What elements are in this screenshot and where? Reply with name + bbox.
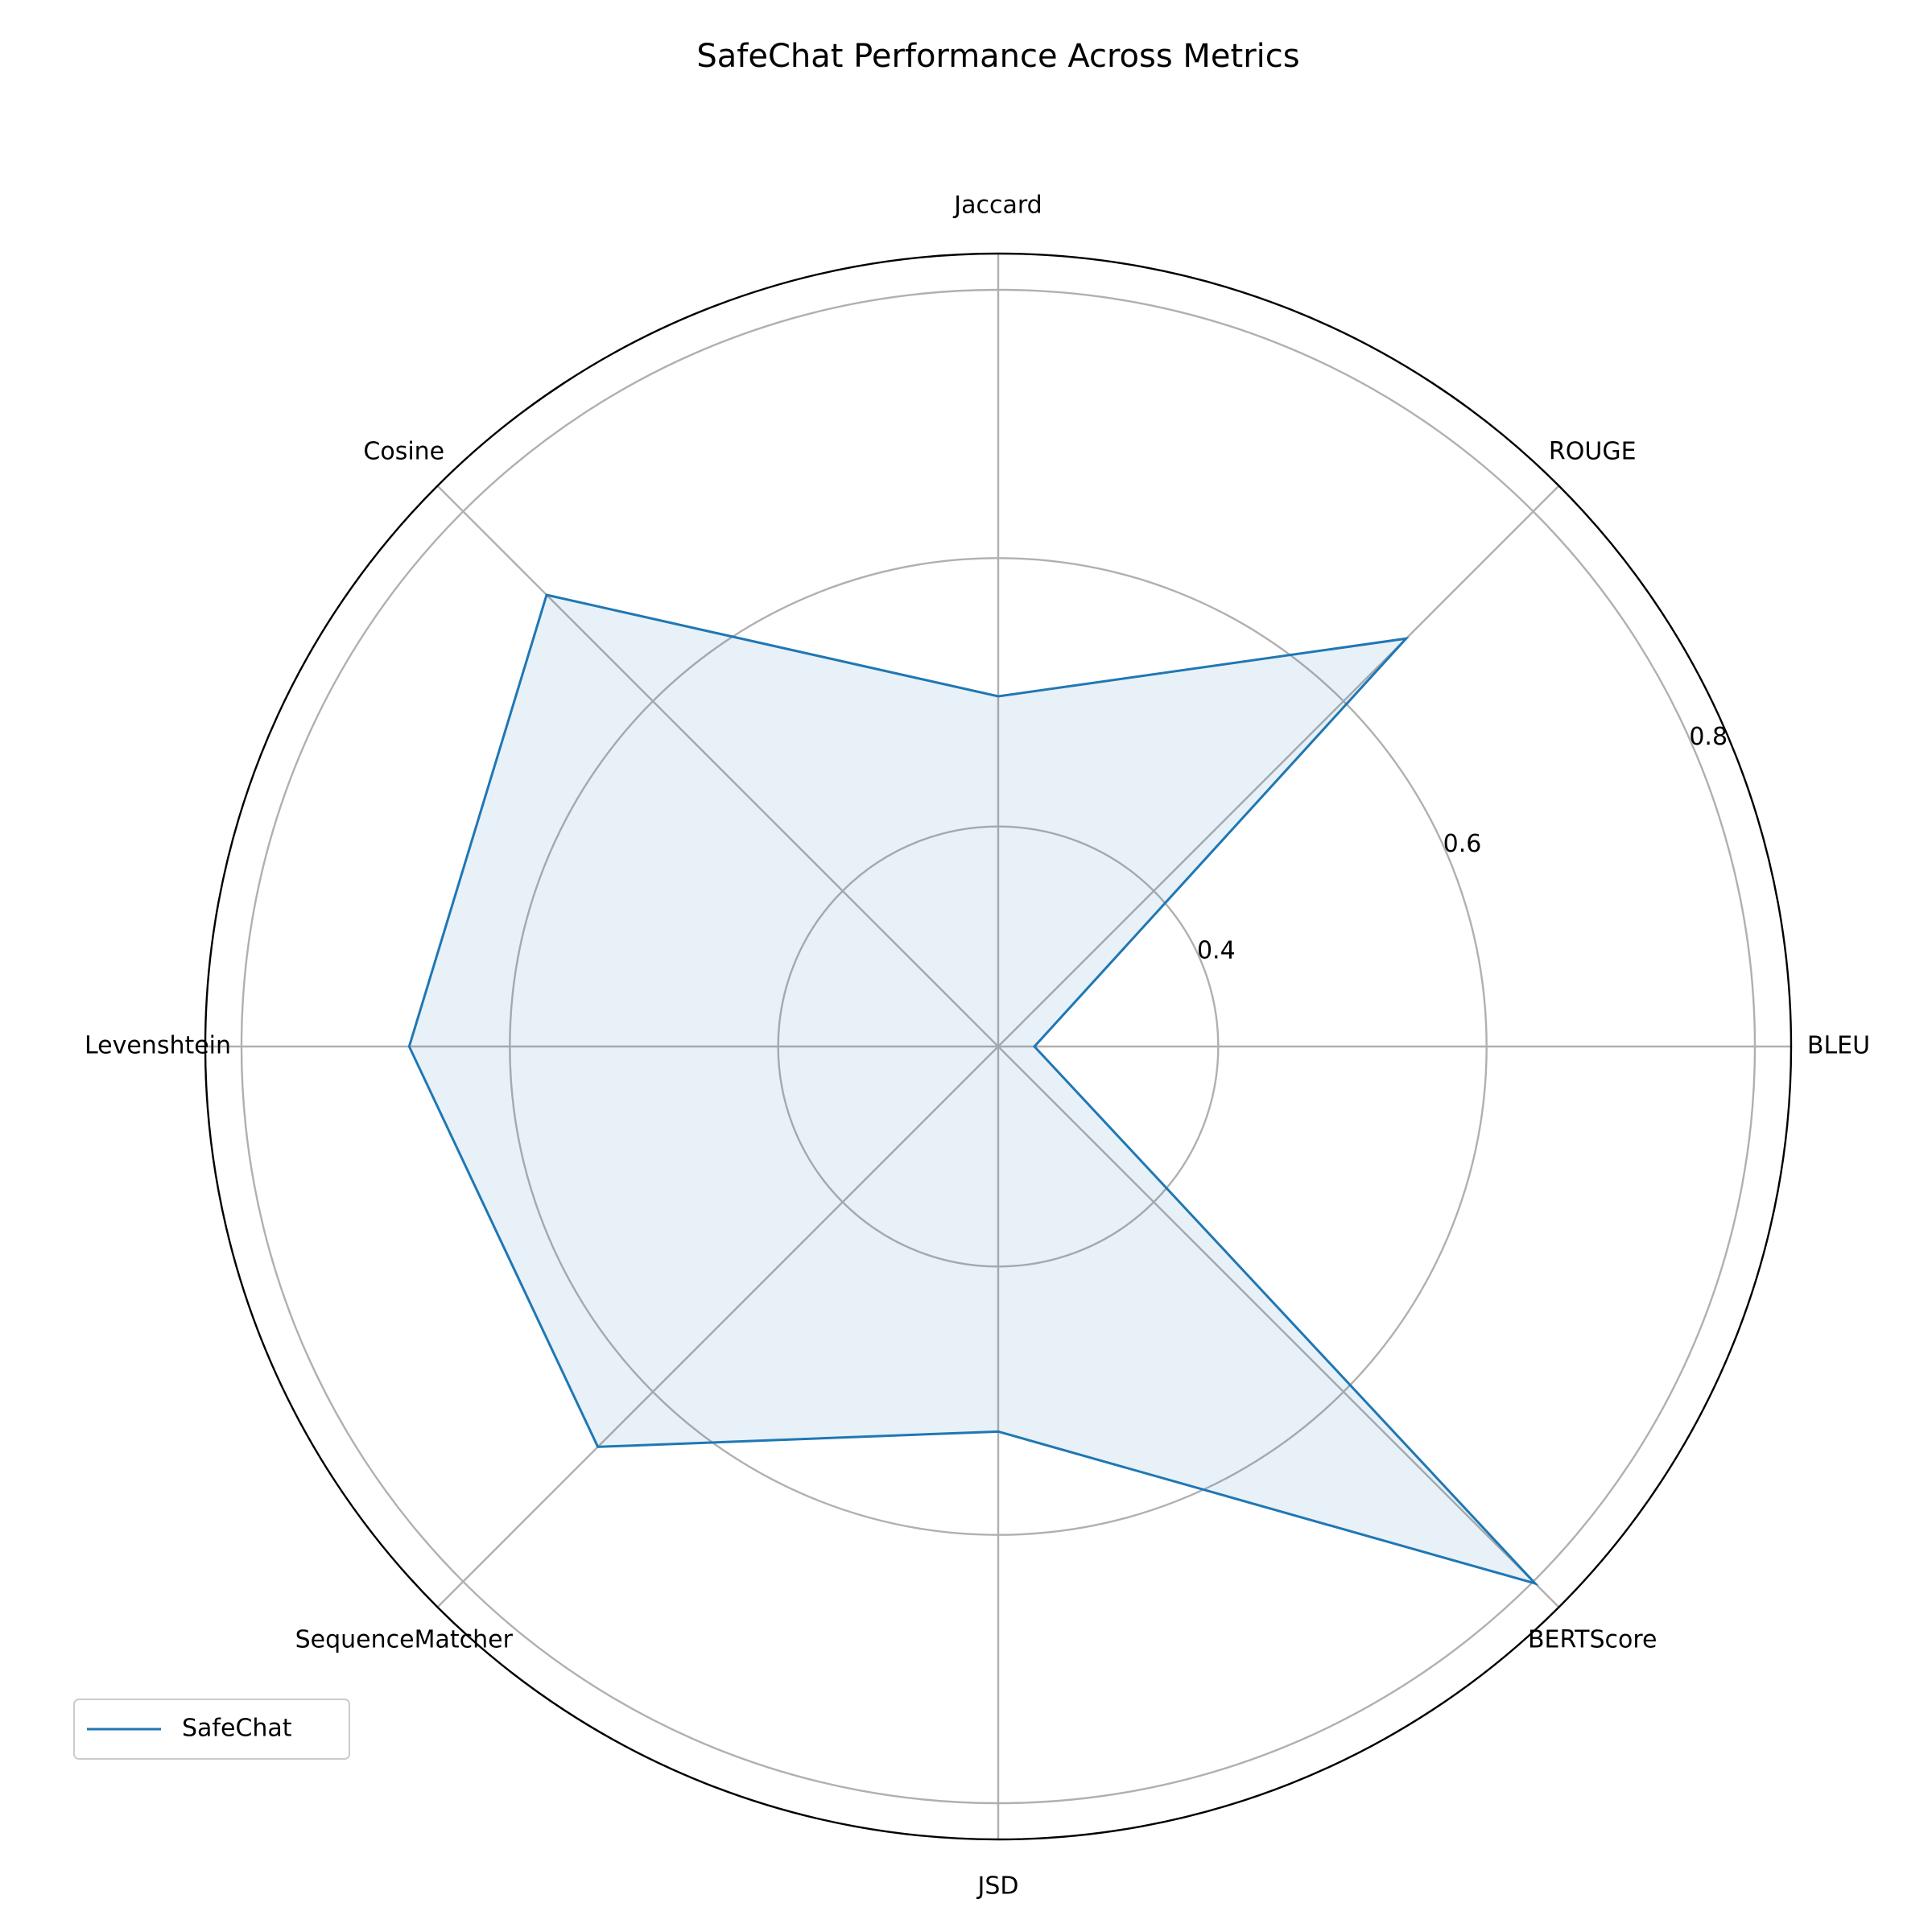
category-label: SequenceMatcher	[295, 1626, 514, 1654]
chart-title: SafeChat Performance Across Metrics	[696, 38, 1299, 75]
spoke	[997, 485, 1560, 1047]
spoke	[997, 1046, 1560, 1608]
r-tick-label: 0.8	[1689, 723, 1728, 751]
category-label: Cosine	[363, 437, 444, 465]
line	[407, 593, 1539, 1586]
spoke	[436, 1046, 999, 1608]
frame	[204, 252, 1793, 1841]
category-label: Jaccard	[952, 192, 1042, 220]
area	[409, 595, 1536, 1584]
spoke	[436, 485, 999, 1047]
category-label: BLEU	[1807, 1032, 1870, 1060]
category-label: BERTScore	[1528, 1626, 1657, 1654]
category-label: JSD	[976, 1872, 1019, 1901]
category-label: Levenshtein	[85, 1032, 231, 1060]
legend-label: SafeChat	[182, 1715, 292, 1743]
r-tick-label: 0.4	[1197, 937, 1236, 965]
r-tick-label: 0.6	[1443, 830, 1482, 858]
legend-box	[73, 1699, 350, 1760]
category-label: ROUGE	[1549, 437, 1637, 465]
